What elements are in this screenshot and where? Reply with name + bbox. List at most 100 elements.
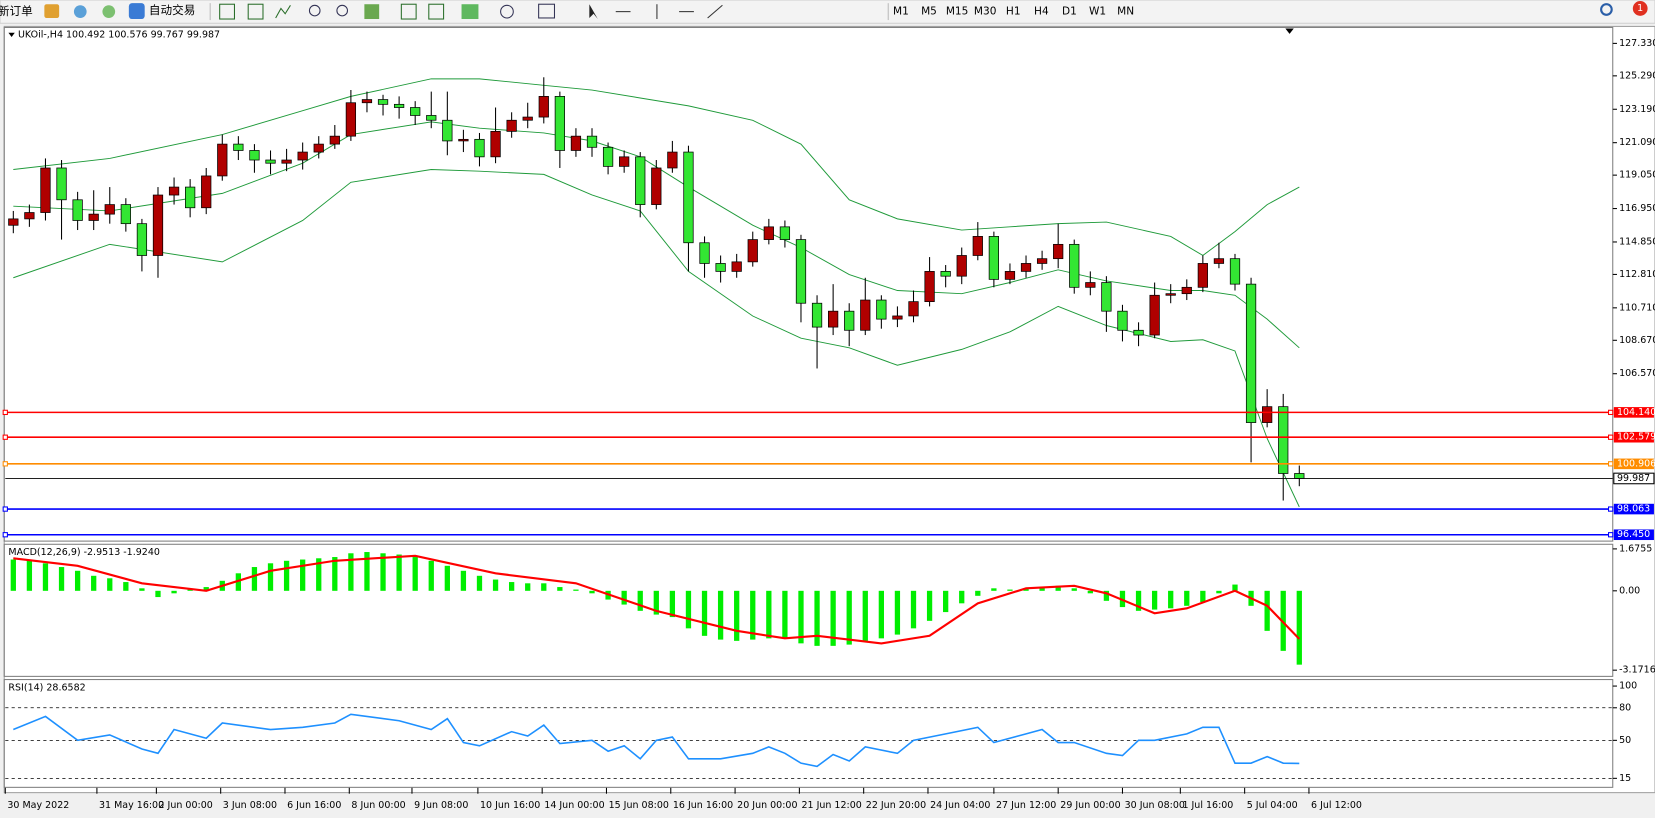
candle-body — [104, 204, 115, 215]
y-tick-label: 110.710 — [1619, 302, 1655, 313]
icon[interactable] — [219, 3, 235, 20]
chart-title: UKOil-,H4 100.492 100.576 99.767 99.987 — [18, 29, 220, 40]
icon[interactable] — [538, 3, 556, 19]
y-tick-label: 100 — [1619, 681, 1637, 692]
macd-bar — [348, 553, 354, 591]
autotrade-icon[interactable] — [128, 3, 145, 20]
indicator-title: MACD(12,26,9) -2.9513 -1.9240 — [8, 547, 159, 558]
macd-bar — [589, 590, 595, 594]
level-handle[interactable] — [2, 409, 8, 416]
trendline-tool[interactable] — [707, 4, 723, 19]
y-tick-label: -3.1716 — [1619, 665, 1655, 676]
search[interactable] — [1600, 3, 1613, 16]
candle-body — [602, 146, 614, 167]
y-tick-label: 108.670 — [1619, 335, 1655, 346]
icon[interactable] — [500, 4, 514, 19]
period-button[interactable]: M1 — [893, 6, 909, 18]
bid-label: 99.987 — [1617, 473, 1650, 484]
level-label-bg — [1613, 503, 1654, 515]
icon[interactable] — [428, 3, 445, 20]
x-tick-label: 10 Jun 16:00 — [480, 800, 540, 811]
macd-bar — [1103, 590, 1110, 601]
macd-bar — [74, 570, 81, 591]
period-button[interactable]: M15 — [946, 6, 969, 18]
candle-body — [458, 138, 469, 142]
macd-bar — [1184, 590, 1190, 606]
macd-bar — [525, 583, 531, 591]
macd-bar — [1007, 589, 1013, 591]
candle-body — [1165, 293, 1176, 296]
level-handle[interactable] — [1608, 532, 1614, 538]
macd-bar — [1296, 590, 1302, 665]
candle-body — [40, 167, 51, 213]
level-handle[interactable] — [2, 461, 8, 467]
macd-bar — [300, 559, 306, 591]
level-handle[interactable] — [1608, 409, 1614, 416]
new-order-button[interactable]: 新订单 — [0, 4, 33, 18]
candle-body — [152, 194, 164, 256]
icon[interactable] — [461, 4, 479, 20]
shift-marker[interactable] — [1285, 28, 1294, 34]
bid-label-bg — [1613, 472, 1655, 485]
level-handle[interactable] — [1608, 461, 1614, 467]
bollinger-upper — [13, 78, 1300, 257]
zoom-out[interactable] — [336, 4, 349, 17]
icon[interactable] — [400, 3, 417, 20]
macd-bar — [428, 560, 434, 591]
period-button[interactable]: H4 — [1034, 6, 1049, 18]
macd-bar — [862, 590, 868, 641]
y-tick-label: 116.950 — [1619, 203, 1655, 214]
period-button[interactable]: M30 — [974, 6, 997, 18]
period-button[interactable]: D1 — [1062, 6, 1077, 18]
icon[interactable] — [102, 5, 116, 18]
candle-body — [393, 103, 405, 108]
candle-body — [1181, 286, 1192, 295]
level-handle[interactable] — [1608, 506, 1614, 512]
macd-bar — [187, 589, 193, 591]
macd-bar — [1023, 588, 1029, 591]
candle-body — [281, 159, 292, 164]
macd-bar — [123, 582, 129, 591]
macd-bar — [1232, 584, 1238, 591]
title-arrow — [8, 32, 15, 37]
icon[interactable] — [44, 4, 60, 18]
macd-bar — [412, 557, 418, 591]
candle-body — [297, 151, 308, 161]
cursor-tool[interactable] — [589, 4, 598, 20]
x-tick-label: 29 Jun 00:00 — [1060, 800, 1120, 811]
autotrade-button[interactable]: 自动交易 — [149, 3, 195, 17]
macd-bar — [444, 565, 450, 591]
candle-body — [377, 99, 389, 105]
notification-badge[interactable] — [1632, 1, 1648, 16]
macd-bar — [1087, 590, 1093, 594]
macd-bar — [846, 590, 852, 645]
pane-frame — [3, 26, 1614, 542]
candle-body — [522, 116, 533, 121]
period-button[interactable]: MN — [1117, 6, 1134, 18]
period-button[interactable]: H1 — [1006, 6, 1021, 18]
candle-body — [779, 226, 791, 240]
x-tick-label: 2 Jun 00:00 — [158, 800, 212, 811]
period-button[interactable]: M5 — [921, 6, 937, 18]
icon[interactable] — [275, 5, 291, 19]
icon[interactable] — [73, 5, 87, 18]
macd-bar — [541, 583, 547, 591]
macd-bar — [926, 590, 933, 621]
macd-bar — [1071, 588, 1077, 591]
candle-body — [956, 255, 967, 277]
candle-body — [1036, 258, 1048, 264]
candle-body — [683, 151, 694, 244]
candle-body — [233, 143, 244, 151]
macd-bar — [267, 563, 274, 591]
level-handle[interactable] — [2, 506, 8, 512]
candle-body — [651, 167, 662, 205]
level-handle[interactable] — [1608, 434, 1614, 440]
zoom-in[interactable] — [308, 4, 321, 17]
icon[interactable] — [247, 3, 264, 20]
period-button[interactable]: W1 — [1089, 6, 1106, 18]
level-handle[interactable] — [2, 532, 8, 538]
candle-body — [554, 96, 565, 151]
level-handle[interactable] — [2, 434, 8, 440]
icon[interactable] — [364, 4, 380, 20]
candle-body — [876, 299, 887, 320]
